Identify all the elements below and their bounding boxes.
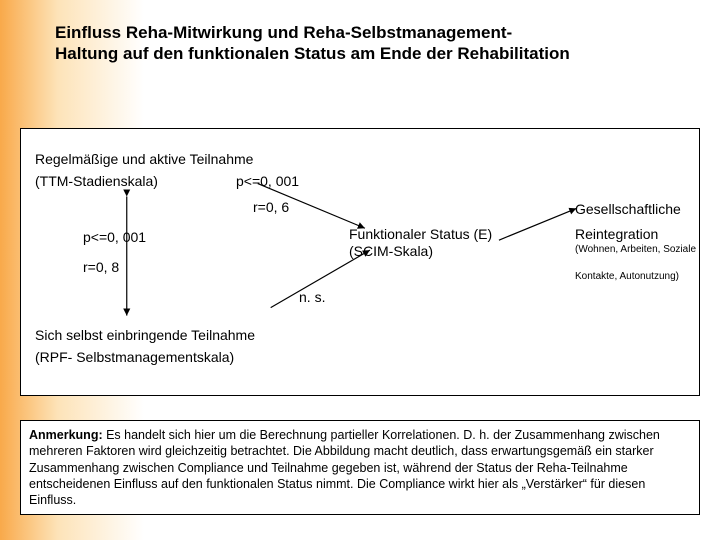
self-participation-label: Sich selbst einbringende Teilnahme [35,327,255,343]
rpf-scale-label: (RPF- Selbstmanagementskala) [35,349,234,365]
reintegration-detail-1: (Wohnen, Arbeiten, Soziale [575,244,696,255]
reintegration-label-1: Gesellschaftliche [575,201,681,217]
title-line-2: Haltung auf den funktionalen Status am E… [55,44,570,63]
diagram-container: Regelmäßige und aktive Teilnahme (TTM-St… [20,128,700,396]
note-container: Anmerkung: Es handelt sich hier um die B… [20,420,700,515]
reintegration-detail-2: Kontakte, Autonutzung) [575,271,679,282]
r-value-top: r=0, 6 [253,199,289,215]
top-participation-label: Regelmäßige und aktive Teilnahme [35,151,253,167]
functional-status-label-2: (SCIM-Skala) [349,243,433,259]
note-lead: Anmerkung: [29,428,103,442]
p-value-top: p<=0, 001 [236,173,299,189]
title-line-1: Einfluss Reha-Mitwirkung und Reha-Selbst… [55,23,512,42]
reintegration-label-2: Reintegration [575,226,658,242]
r-value-left: r=0, 8 [83,259,119,275]
functional-status-label-1: Funktionaler Status (E) [349,226,492,242]
note-body: Es handelt sich hier um die Berechnung p… [29,428,660,507]
page-title: Einfluss Reha-Mitwirkung und Reha-Selbst… [55,22,680,65]
ns-label: n. s. [299,289,325,305]
note-text: Anmerkung: Es handelt sich hier um die B… [29,427,691,508]
ttm-scale-label: (TTM-Stadienskala) [35,173,158,189]
p-value-left: p<=0, 001 [83,229,146,245]
